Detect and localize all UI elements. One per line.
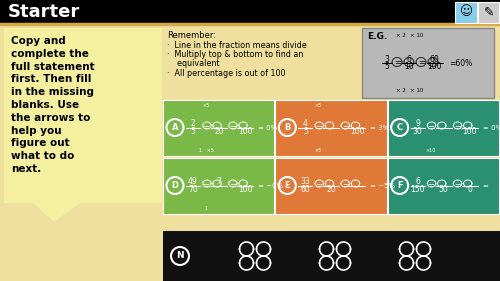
Text: = ~5%: = ~5% [370, 182, 396, 189]
Text: =: = [394, 58, 402, 67]
Text: A: A [172, 123, 178, 132]
Text: =60%: =60% [449, 58, 472, 67]
Text: 10: 10 [404, 62, 414, 71]
Text: 100: 100 [238, 185, 252, 194]
Text: ·  Line in the fraction means divide: · Line in the fraction means divide [167, 40, 307, 49]
Text: 5: 5 [190, 127, 196, 136]
Text: 100: 100 [350, 127, 364, 136]
Text: ·  Multiply top & bottom to find an: · Multiply top & bottom to find an [167, 50, 304, 59]
Text: =: = [202, 181, 209, 190]
Text: =: = [342, 181, 349, 190]
Text: = 0%: = 0% [258, 124, 277, 130]
Text: 60: 60 [300, 185, 310, 194]
Text: ×5: ×5 [202, 103, 209, 108]
Text: 100: 100 [238, 127, 252, 136]
Text: 3: 3 [384, 55, 390, 64]
Text: 49: 49 [188, 177, 198, 186]
Text: 70: 70 [188, 185, 198, 194]
Text: 30: 30 [413, 127, 422, 136]
Polygon shape [34, 203, 79, 221]
Text: × 2: × 2 [396, 33, 406, 38]
Text: 20: 20 [214, 127, 224, 136]
Text: =: = [454, 181, 461, 190]
Text: equivalent: equivalent [167, 60, 220, 69]
Text: =: = [427, 181, 434, 190]
Text: =: = [342, 123, 349, 132]
Bar [163, 158, 274, 214]
Text: =: = [427, 123, 434, 132]
Text: 20: 20 [326, 185, 336, 194]
Text: 9: 9 [415, 119, 420, 128]
Bar [388, 158, 499, 214]
Text: Remember:: Remember: [167, 31, 216, 40]
Text: × 10: × 10 [410, 88, 424, 93]
Text: 6: 6 [406, 55, 412, 64]
Text: E.G.: E.G. [367, 32, 387, 41]
Text: =: = [454, 123, 461, 132]
Bar [478, 2, 499, 23]
Text: × 10: × 10 [410, 33, 424, 38]
Text: E: E [284, 181, 290, 190]
Text: = 0%: = 0% [482, 124, 500, 130]
Text: 100: 100 [462, 127, 477, 136]
Bar [362, 28, 494, 98]
Text: 4: 4 [303, 119, 308, 128]
Text: 7: 7 [216, 177, 222, 186]
Bar [163, 100, 274, 156]
Text: 5: 5 [384, 62, 390, 71]
Text: 150: 150 [410, 185, 425, 194]
Text: 1: 1 [204, 206, 208, 211]
Text: = 3%: = 3% [370, 124, 390, 130]
Text: D: D [172, 181, 178, 190]
Text: 33: 33 [300, 177, 310, 186]
Text: =: = [482, 182, 491, 189]
Text: =: = [230, 181, 236, 190]
Text: =: = [315, 123, 322, 132]
Text: =: = [202, 123, 209, 132]
Text: 2: 2 [190, 119, 196, 128]
Bar [388, 100, 499, 156]
Text: = ~0%: = ~0% [258, 182, 283, 189]
Text: N: N [176, 251, 184, 260]
Text: ×10: ×10 [426, 148, 436, 153]
Text: × 2: × 2 [396, 88, 406, 93]
Bar [0, 0, 500, 24]
Bar [4, 28, 162, 203]
Text: 6: 6 [415, 177, 420, 186]
Text: ×5: ×5 [314, 148, 322, 153]
Text: =: = [315, 181, 322, 190]
Text: 100: 100 [427, 62, 442, 71]
Text: B: B [284, 123, 290, 132]
Text: =: = [230, 123, 236, 132]
Text: 60: 60 [429, 55, 439, 64]
Bar [276, 158, 386, 214]
Bar [276, 100, 386, 156]
Text: Starter: Starter [8, 3, 80, 21]
Text: 0: 0 [467, 185, 472, 194]
Bar [163, 231, 500, 281]
Text: F: F [397, 181, 402, 190]
Text: Copy and
complete the
full statement
first. Then fill
in the missing
blanks. Use: Copy and complete the full statement fir… [11, 36, 94, 174]
Text: ☺: ☺ [460, 6, 472, 19]
Text: ×5: ×5 [314, 103, 322, 108]
Text: 50: 50 [439, 185, 448, 194]
Text: 5: 5 [303, 127, 308, 136]
Text: ·  All percentage is out of 100: · All percentage is out of 100 [167, 69, 286, 78]
Text: ✎: ✎ [484, 6, 494, 19]
Text: 1   ×5: 1 ×5 [198, 148, 214, 153]
Text: =: = [418, 58, 426, 67]
Text: C: C [396, 123, 402, 132]
Bar [455, 2, 477, 23]
